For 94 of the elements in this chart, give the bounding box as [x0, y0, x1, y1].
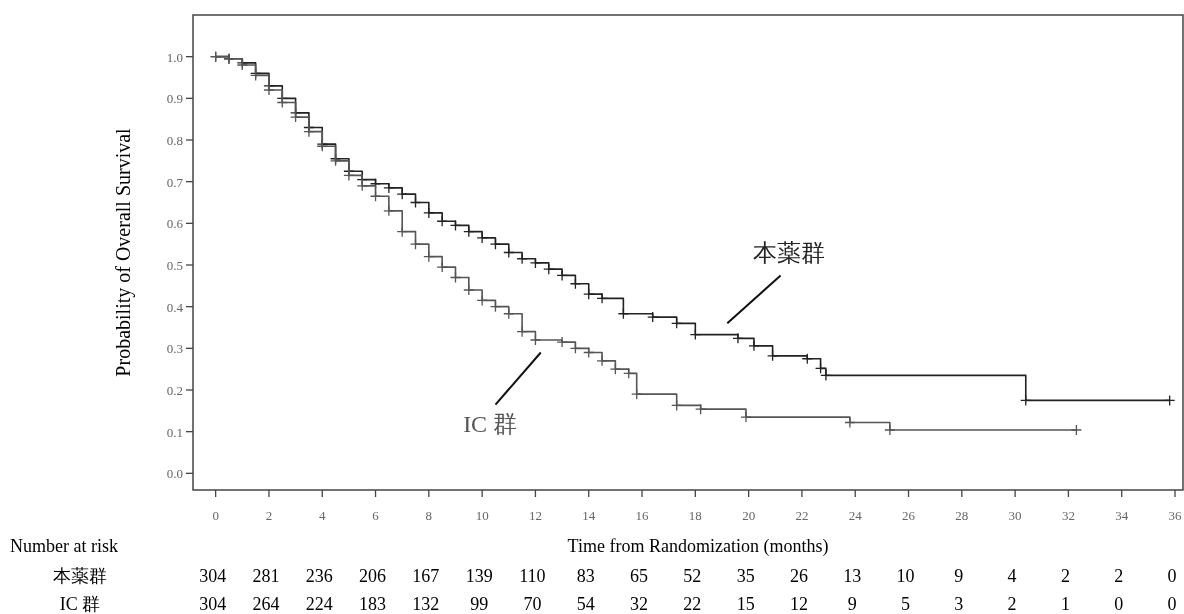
x-axis-title: Time from Randomization (months) [567, 536, 829, 557]
x-tick-label: 20 [742, 508, 756, 523]
point [476, 232, 488, 244]
y-tick-label: 0.1 [166, 424, 183, 440]
x-tick-label: 16 [635, 508, 650, 523]
point [631, 388, 643, 400]
point [303, 126, 315, 138]
point [583, 288, 595, 300]
y-tick-label: 0.8 [166, 133, 183, 148]
point [489, 301, 502, 313]
point [516, 253, 528, 265]
point [748, 340, 760, 352]
y-tick-label: 0.4 [166, 299, 184, 315]
point [383, 182, 395, 194]
x-tick-label: 2 [265, 508, 273, 523]
point [383, 205, 395, 217]
point [695, 403, 707, 415]
point [1070, 424, 1083, 436]
point [529, 334, 542, 346]
point [489, 238, 502, 250]
point [617, 308, 630, 320]
y-tick-label: 1.0 [166, 49, 183, 65]
point [609, 363, 622, 375]
point [556, 269, 568, 282]
y-tick-label: 0.2 [166, 383, 183, 398]
point [449, 271, 462, 284]
point [503, 308, 515, 320]
point [503, 246, 515, 259]
point [801, 353, 813, 365]
point [516, 326, 528, 338]
x-tick-label: 0 [212, 508, 219, 523]
x-tick-label: 18 [688, 508, 702, 523]
point [436, 215, 448, 227]
point [583, 346, 595, 359]
x-tick-label: 24 [848, 508, 863, 523]
text: 本薬群 [53, 566, 107, 586]
text: 本薬群 [752, 239, 825, 266]
point [449, 219, 462, 232]
point [289, 111, 302, 123]
point [671, 399, 683, 412]
point [356, 180, 368, 192]
point [596, 355, 608, 367]
x-tick-label: 34 [1115, 508, 1129, 523]
x-tick-label: 36 [1168, 508, 1183, 523]
point [409, 196, 422, 209]
x-tick-label: 28 [955, 508, 969, 523]
x-tick-label: 30 [1008, 508, 1022, 523]
y-tick-label: 0.0 [166, 466, 183, 482]
y-tick-label: 0.3 [166, 341, 183, 357]
point [569, 342, 582, 354]
point [436, 261, 448, 273]
point [396, 226, 408, 238]
point [369, 190, 382, 202]
point [569, 278, 582, 290]
x-tick-label: 32 [1061, 508, 1075, 523]
point [543, 263, 555, 275]
x-tick-label: 12 [528, 508, 542, 523]
x-tick-label: 10 [475, 508, 489, 523]
point [463, 284, 475, 296]
x-tick-label: 8 [425, 508, 433, 523]
point [689, 328, 701, 341]
point [766, 350, 779, 362]
x-tick-label: 26 [902, 508, 916, 523]
y-axis-title: Probability of Overall Survival [112, 127, 135, 377]
point [623, 367, 635, 379]
point [647, 311, 659, 323]
text: IC 群 [59, 594, 101, 614]
point [423, 251, 435, 263]
point [463, 226, 475, 238]
text: IC 群 [463, 410, 518, 437]
x-tick-label: 14 [582, 508, 596, 523]
point [409, 238, 422, 250]
point [1020, 394, 1032, 407]
point [596, 292, 608, 304]
x-tick-label: 22 [795, 508, 809, 523]
point [740, 411, 752, 423]
point [263, 84, 275, 96]
y-tick-label: 0.7 [166, 174, 184, 190]
x-tick-label: 6 [372, 508, 380, 523]
point [396, 188, 408, 200]
y-tick-label: 0.5 [166, 258, 183, 273]
y-tick-label: 0.9 [166, 91, 183, 107]
point [476, 294, 488, 307]
point [529, 257, 542, 269]
point [884, 424, 896, 436]
point [556, 336, 568, 348]
point [844, 416, 856, 429]
point [671, 317, 683, 329]
x-tick-label: 4 [319, 508, 326, 523]
y-tick-label: 0.6 [166, 216, 184, 232]
point [1164, 394, 1176, 407]
text: Number at risk [10, 536, 118, 556]
point [732, 332, 744, 344]
point [423, 207, 435, 219]
